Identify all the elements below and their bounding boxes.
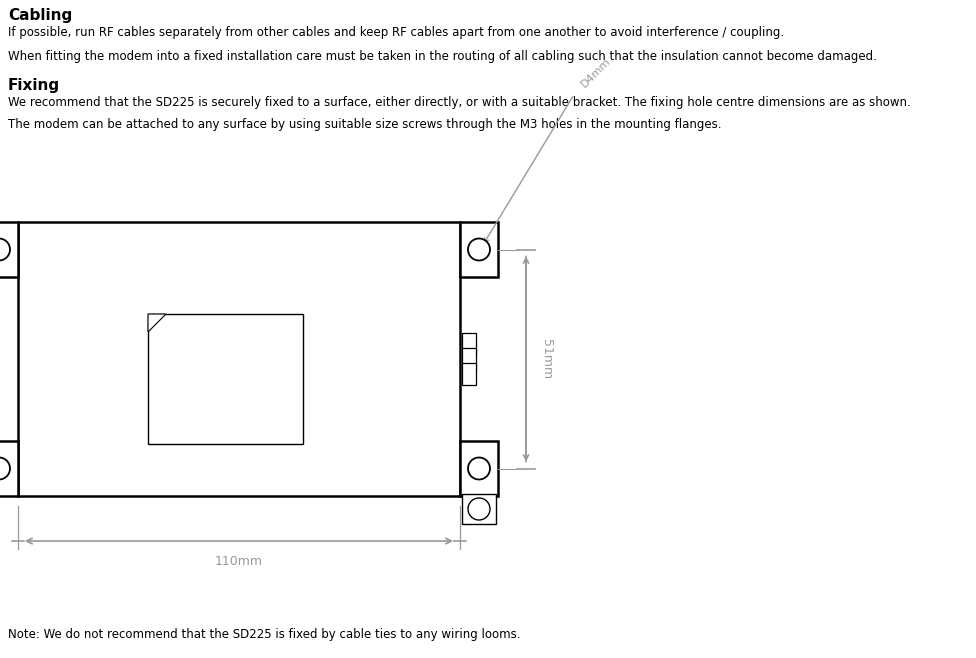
Bar (460, 441, 498, 496)
Text: 51mm: 51mm (540, 339, 553, 379)
Bar (18, 222, 460, 496)
Bar (462, 494, 496, 524)
Circle shape (468, 238, 490, 261)
Circle shape (468, 498, 490, 520)
Text: Fixing: Fixing (8, 78, 61, 93)
Bar (462, 348, 476, 370)
Bar (462, 363, 476, 385)
Bar (0, 222, 18, 277)
Bar (462, 333, 476, 355)
Bar (460, 222, 498, 277)
Text: When fitting the modem into a fixed installation care must be taken in the routi: When fitting the modem into a fixed inst… (8, 50, 876, 63)
Text: If possible, run RF cables separately from other cables and keep RF cables apart: If possible, run RF cables separately fr… (8, 26, 784, 39)
Text: 110mm: 110mm (215, 555, 263, 568)
Text: The modem can be attached to any surface by using suitable size screws through t: The modem can be attached to any surface… (8, 118, 721, 131)
Text: We recommend that the SD225 is securely fixed to a surface, either directly, or : We recommend that the SD225 is securely … (8, 96, 911, 109)
Circle shape (0, 238, 10, 261)
Circle shape (0, 457, 10, 480)
Bar (148, 314, 303, 444)
Text: D4mm: D4mm (579, 56, 613, 89)
Text: Cabling: Cabling (8, 8, 72, 23)
Circle shape (468, 457, 490, 480)
Bar (0, 441, 18, 496)
Text: Note: We do not recommend that the SD225 is fixed by cable ties to any wiring lo: Note: We do not recommend that the SD225… (8, 628, 520, 641)
Polygon shape (148, 314, 166, 332)
